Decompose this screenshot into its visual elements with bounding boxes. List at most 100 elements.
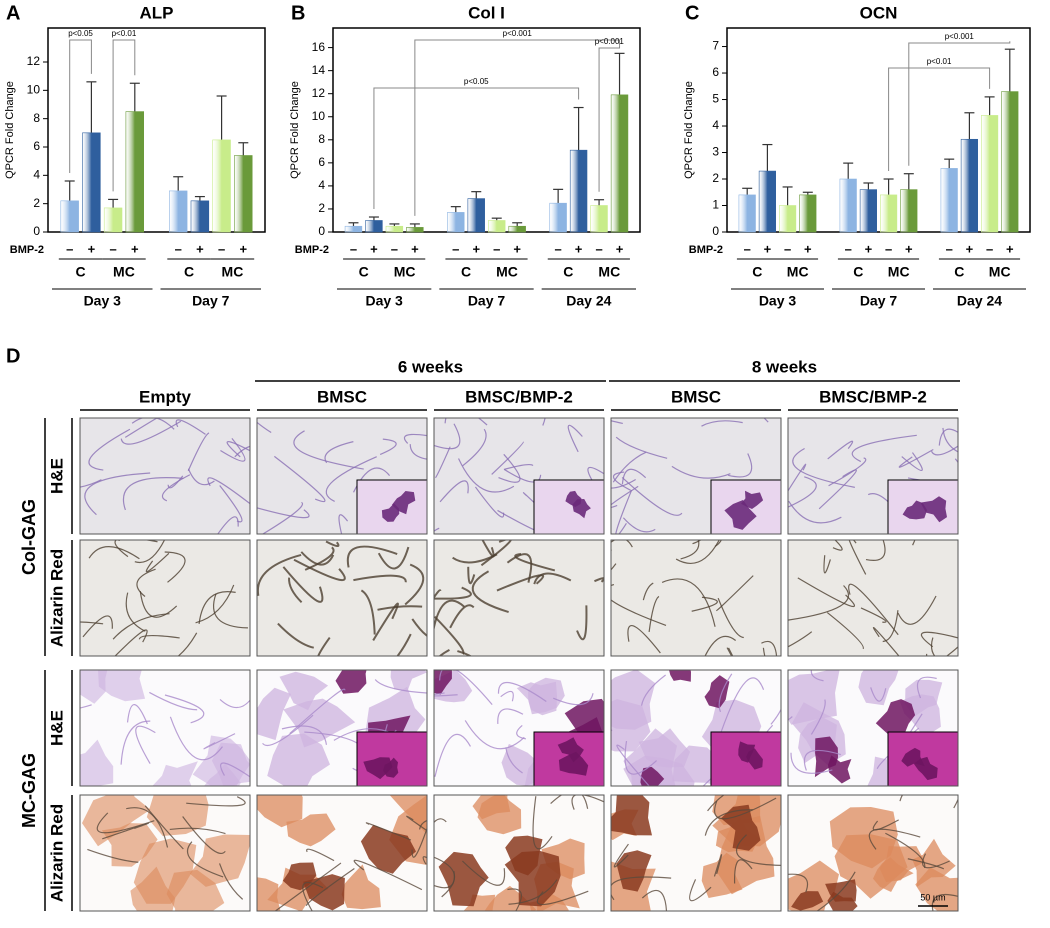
y-tick-label: 3 [712, 145, 719, 159]
micrograph-border [787, 417, 959, 535]
tissue-strand [96, 812, 155, 834]
tissue-strand [418, 819, 427, 830]
tissue-blob [913, 756, 938, 781]
micrograph [788, 795, 958, 911]
tissue-strand [203, 733, 236, 750]
bar [940, 168, 958, 233]
tissue-strand [134, 540, 166, 564]
column-header: BMSC [671, 387, 721, 406]
tissue-strand [816, 871, 856, 911]
x-tick-label: + [240, 241, 248, 256]
tissue-strand [305, 868, 355, 907]
bar [758, 170, 776, 233]
tissue-strand [457, 458, 515, 493]
column-header: BMSC/BMP-2 [465, 387, 573, 406]
tissue-strand [257, 421, 272, 434]
tissue-strand [439, 480, 469, 503]
tissue-strand [324, 441, 354, 464]
group-label: MC [598, 264, 620, 280]
tissue-strand [471, 570, 509, 613]
y-tick-label: 4 [712, 118, 719, 132]
treatment-label: BMP-2 [295, 244, 329, 256]
tissue-blob [80, 739, 114, 786]
tissue-strand [277, 622, 315, 649]
tissue-strand [217, 516, 239, 534]
significance-label: p<0.001 [945, 32, 975, 41]
tissue-blob [279, 671, 329, 711]
tissue-strand [506, 553, 533, 583]
x-tick-label: + [88, 241, 96, 256]
tissue-strand [770, 708, 781, 725]
tissue-strand [219, 485, 243, 523]
tissue-blob [257, 877, 281, 911]
tissue-strand [691, 596, 718, 612]
tissue-blob [282, 862, 317, 891]
tissue-strand [274, 862, 341, 911]
tissue-blob [130, 866, 176, 911]
week-header: 8 weeks [752, 357, 817, 376]
y-tick-label: 6 [33, 139, 40, 153]
day-label: Day 24 [566, 293, 611, 309]
tissue-strand [434, 586, 472, 600]
tissue-strand [507, 888, 522, 911]
tissue-strand [701, 420, 743, 427]
bar [569, 149, 588, 233]
tissue-strand [872, 627, 900, 656]
tissue-strand [792, 447, 855, 488]
tissue-strand [274, 455, 326, 503]
micrograph [611, 795, 781, 911]
tissue-strand [885, 832, 926, 869]
tissue-strand [788, 463, 807, 492]
bar [508, 225, 526, 233]
tissue-blob [704, 675, 730, 709]
tissue-strand [848, 540, 867, 575]
y-tick-label: 0 [712, 224, 719, 238]
bar [365, 220, 383, 233]
tissue-strand [648, 595, 660, 633]
micrograph [788, 670, 958, 786]
tissue-strand [612, 451, 647, 483]
x-tick-label: – [452, 241, 459, 256]
tissue-strand [126, 703, 148, 725]
micrograph-border [256, 669, 428, 787]
micrograph [434, 418, 604, 534]
tissue-strand [611, 549, 617, 571]
significance-label: p<0.05 [68, 29, 93, 38]
tissue-blob [203, 763, 241, 786]
bar [103, 207, 123, 233]
tissue-blob [381, 503, 400, 522]
scaffold-label: Col-GAG [19, 499, 39, 575]
y-axis-label: QPCR Fold Change [4, 81, 16, 179]
group-label: MC [113, 264, 135, 280]
tissue-blob [152, 761, 198, 786]
group-label: C [954, 264, 964, 280]
day-label: Day 24 [957, 293, 1002, 309]
micrograph [80, 795, 250, 911]
tissue-strand [169, 827, 226, 835]
tissue-strand [403, 433, 427, 444]
tissue-strand [186, 841, 224, 878]
tissue-strand [882, 610, 899, 643]
tissue-strand [640, 674, 666, 706]
tissue-blob [438, 851, 489, 907]
tissue-strand [457, 650, 472, 656]
group-label: MC [222, 264, 244, 280]
tissue-strand [212, 593, 248, 629]
bar [447, 212, 465, 233]
scaffold-label: MC-GAG [19, 753, 39, 828]
bar [738, 194, 756, 233]
y-tick-label: 10 [312, 109, 326, 123]
tissue-strand [288, 577, 303, 604]
x-tick-label: – [845, 241, 852, 256]
tissue-strand [727, 453, 753, 478]
bar [82, 132, 101, 233]
tissue-blob [828, 755, 852, 784]
micrograph-border [433, 669, 605, 787]
x-tick-label: + [370, 241, 378, 256]
tissue-strand [497, 708, 524, 724]
scale-bar-label: 50 µm [920, 892, 945, 902]
tissue-blob [341, 864, 381, 910]
tissue-strand [135, 725, 156, 764]
x-tick-label: + [616, 241, 624, 256]
tissue-strand [218, 863, 244, 900]
